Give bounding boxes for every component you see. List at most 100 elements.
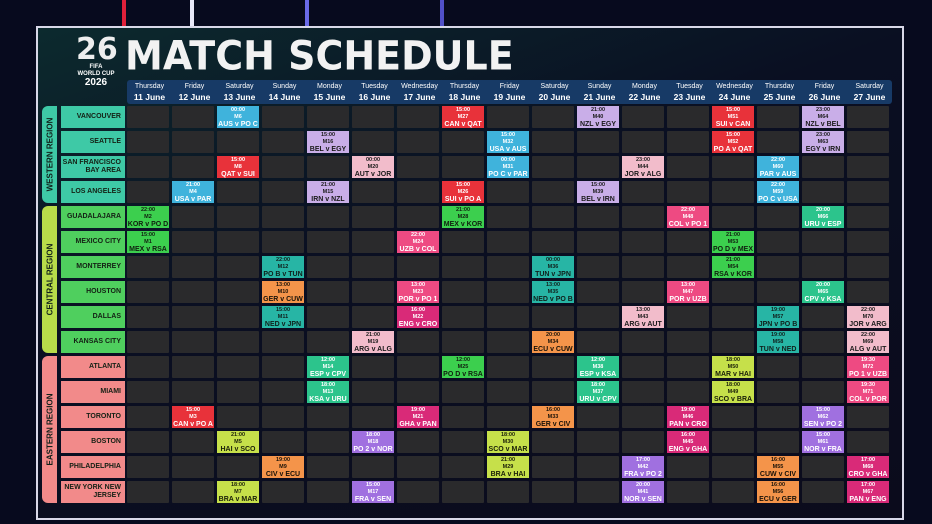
match-card[interactable]: 22:00 M70 JOR v ARG [847, 306, 889, 328]
match-card[interactable]: 19:30 M71 COL v POR [847, 381, 889, 403]
match-card[interactable]: 18:00 M13 KSA v URU [307, 381, 349, 403]
match-card[interactable]: 21:00 M54 RSA v KOR [712, 256, 754, 278]
match-number: M52 [727, 139, 739, 145]
match-card[interactable]: 13:00 M23 POR v PO 1 [397, 281, 439, 303]
match-card[interactable]: 16:00 M56 ECU v GER [757, 481, 799, 503]
empty-cell [352, 231, 394, 253]
match-card[interactable]: 15:00 M11 NED v JPN [262, 306, 304, 328]
empty-cell [622, 381, 664, 403]
match-card[interactable]: 22:00 M60 PAR v AUS [757, 156, 799, 178]
match-card[interactable]: 18:00 M37 URU v CPV [577, 381, 619, 403]
match-card[interactable]: 15:00 M51 SUI v CAN [712, 106, 754, 128]
empty-cell [352, 256, 394, 278]
empty-cell [487, 206, 529, 228]
match-card[interactable]: 20:00 M41 NOR v SEN [622, 481, 664, 503]
match-card[interactable]: 18:00 M49 SCO v BRA [712, 381, 754, 403]
match-card[interactable]: 21:00 M4 USA v PAR [172, 181, 214, 203]
match-card[interactable]: 22:00 M48 COL v PO 1 [667, 206, 709, 228]
match-card[interactable]: 22:00 M24 UZB v COL [397, 231, 439, 253]
match-card[interactable]: 20:00 M66 URU v ESP [802, 206, 844, 228]
match-teams: NZL v BEL [805, 121, 841, 128]
match-card[interactable]: 13:00 M43 ARG v AUT [622, 306, 664, 328]
empty-cell [802, 256, 844, 278]
match-card[interactable]: 18:00 M7 BRA v MAR [217, 481, 259, 503]
match-card[interactable]: 15:00 M32 USA v AUS [487, 131, 529, 153]
match-card[interactable]: 23:00 M44 JOR v ALG [622, 156, 664, 178]
match-card[interactable]: 22:00 M2 KOR v PO D [127, 206, 169, 228]
match-card[interactable]: 00:00 M31 PO C v PAR [487, 156, 529, 178]
empty-cell [307, 456, 349, 478]
match-card[interactable]: 21:00 M19 ARG v ALG [352, 331, 394, 353]
match-card[interactable]: 15:00 M27 CAN v QAT [442, 106, 484, 128]
match-time: 15:00 [500, 132, 516, 138]
match-card[interactable]: 00:00 M36 TUN v JPN [532, 256, 574, 278]
empty-cell [532, 381, 574, 403]
match-teams: IRN v NZL [311, 196, 345, 203]
match-card[interactable]: 16:00 M33 GER v CIV [532, 406, 574, 428]
empty-cell [127, 181, 169, 203]
day-date: 20 June [538, 92, 571, 102]
match-card[interactable]: 00:00 M6 AUS v PO C [217, 106, 259, 128]
match-card[interactable]: 21:00 M40 NZL v EGY [577, 106, 619, 128]
match-card[interactable]: 20:00 M65 CPV v KSA [802, 281, 844, 303]
match-card[interactable]: 15:00 M52 PO A v QAT [712, 131, 754, 153]
match-card[interactable]: 23:00 M64 NZL v BEL [802, 106, 844, 128]
match-card[interactable]: 16:00 M45 ENG v GHA [667, 431, 709, 453]
match-card[interactable]: 15:00 M26 SUI v PO A [442, 181, 484, 203]
match-card[interactable]: 13:00 M10 GER v CUW [262, 281, 304, 303]
match-card[interactable]: 23:00 M63 EGY v IRN [802, 131, 844, 153]
match-card[interactable]: 22:00 M12 PO B v TUN [262, 256, 304, 278]
match-card[interactable]: 15:00 M61 NOR v FRA [802, 431, 844, 453]
match-teams: PO 1 v UZB [848, 371, 888, 378]
match-card[interactable]: 17:00 M42 FRA v PO 2 [622, 456, 664, 478]
match-card[interactable]: 12:00 M14 ESP v CPV [307, 356, 349, 378]
match-card[interactable]: 19:00 M9 CIV v ECU [262, 456, 304, 478]
match-number: M10 [277, 289, 289, 295]
empty-cell [532, 481, 574, 503]
match-card[interactable]: 21:00 M28 MEX v KOR [442, 206, 484, 228]
match-teams: POR v UZB [669, 296, 707, 303]
match-card[interactable]: 15:00 M3 CAN v PO A [172, 406, 214, 428]
match-card[interactable]: 15:00 M17 FRA v SEN [352, 481, 394, 503]
match-card[interactable]: 18:00 M50 MAR v HAI [712, 356, 754, 378]
empty-cell [532, 231, 574, 253]
match-card[interactable]: 15:00 M39 BEL v IRN [577, 181, 619, 203]
match-card[interactable]: 12:00 M38 ESP v KSA [577, 356, 619, 378]
match-teams: COL v POR [849, 396, 887, 403]
match-card[interactable]: 20:00 M34 ECU v CUW [532, 331, 574, 353]
day-header: Saturday 13 June [217, 80, 262, 104]
empty-cell [352, 381, 394, 403]
logo-brand: FIFA [89, 64, 103, 70]
match-card[interactable]: 22:00 M69 ALG v AUT [847, 331, 889, 353]
match-card[interactable]: 15:00 M16 BEL v EGY [307, 131, 349, 153]
match-card[interactable]: 17:00 M67 PAN v ENG [847, 481, 889, 503]
match-card[interactable]: 21:00 M5 HAI v SCO [217, 431, 259, 453]
match-time: 22:00 [410, 232, 426, 238]
match-card[interactable]: 15:00 M8 QAT v SUI [217, 156, 259, 178]
match-number: M5 [234, 439, 242, 445]
match-number: M1 [144, 239, 152, 245]
match-teams: KOR v PO D [127, 221, 169, 228]
empty-cell [172, 206, 214, 228]
match-card[interactable]: 19:30 M72 PO 1 v UZB [847, 356, 889, 378]
match-card[interactable]: 21:00 M29 BRA v HAI [487, 456, 529, 478]
match-card[interactable]: 00:00 M20 AUT v JOR [352, 156, 394, 178]
match-card[interactable]: 21:00 M53 PO D v MEX [712, 231, 754, 253]
match-card[interactable]: 16:00 M55 CUW v CIV [757, 456, 799, 478]
match-card[interactable]: 18:00 M18 PO 2 v NOR [352, 431, 394, 453]
match-card[interactable]: 17:00 M68 CRO v GHA [847, 456, 889, 478]
match-card[interactable]: 13:00 M35 NED v PO B [532, 281, 574, 303]
match-card[interactable]: 19:00 M21 GHA v PAN [397, 406, 439, 428]
empty-cell [442, 481, 484, 503]
match-card[interactable]: 15:00 M1 MEX v RSA [127, 231, 169, 253]
match-card[interactable]: 19:00 M46 PAN v CRO [667, 406, 709, 428]
match-card[interactable]: 18:00 M30 SCO v MAR [487, 431, 529, 453]
match-card[interactable]: 12:00 M25 PO D v RSA [442, 356, 484, 378]
match-card[interactable]: 22:00 M59 PO C v USA [757, 181, 799, 203]
match-card[interactable]: 19:00 M58 TUN v NED [757, 331, 799, 353]
match-card[interactable]: 16:00 M22 ENG v CRO [397, 306, 439, 328]
match-card[interactable]: 19:00 M57 JPN v PO B [757, 306, 799, 328]
match-card[interactable]: 21:00 M15 IRN v NZL [307, 181, 349, 203]
match-card[interactable]: 15:00 M62 SEN v PO 2 [802, 406, 844, 428]
match-card[interactable]: 13:00 M47 POR v UZB [667, 281, 709, 303]
